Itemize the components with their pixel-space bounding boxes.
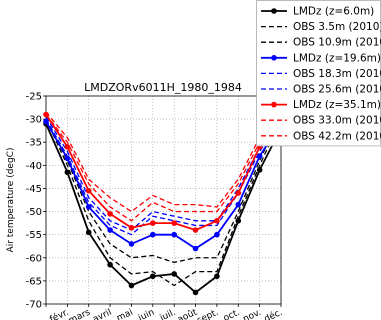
y-tick-label: -40	[26, 161, 42, 172]
series-line	[45, 113, 282, 232]
series-line	[45, 123, 282, 294]
series-marker	[256, 167, 263, 173]
series-marker	[235, 190, 242, 196]
chart-title: LMDZORv6011H_1980_1984	[84, 81, 242, 94]
series-marker	[192, 289, 199, 296]
y-tick-label: -65	[26, 276, 42, 287]
series-marker	[85, 204, 92, 210]
series-marker	[171, 220, 177, 226]
y-tick-label: -25	[26, 92, 42, 103]
series-marker	[107, 261, 113, 268]
series-marker	[214, 273, 220, 280]
series-marker	[150, 231, 156, 238]
series-line	[45, 109, 282, 213]
legend-marker	[271, 8, 277, 14]
legend-label: OBS 10.9m (2010)	[293, 37, 381, 49]
legend-label: OBS 25.6m (2010)	[293, 84, 381, 96]
series-line	[45, 114, 282, 222]
series-marker	[214, 218, 220, 224]
series-line	[45, 116, 282, 231]
series-marker	[171, 231, 177, 238]
legend-marker	[271, 55, 277, 61]
legend-label: LMDz (z=19.6m)	[293, 52, 381, 64]
y-tick-label: -30	[26, 115, 42, 126]
legend-label: LMDz (z=35.1m)	[293, 99, 381, 111]
series-marker	[128, 241, 135, 247]
series-marker	[235, 201, 242, 208]
series-marker	[214, 231, 220, 238]
y-axis-label: Air temperature (degC)	[6, 148, 16, 253]
series-marker	[150, 220, 156, 226]
series-line	[45, 120, 282, 250]
series-marker	[85, 229, 92, 236]
y-tick-label: -45	[26, 184, 42, 195]
y-tick-label: -55	[26, 230, 42, 241]
series-line	[45, 118, 282, 287]
series-marker	[64, 155, 71, 162]
y-tick-label: -50	[26, 207, 42, 218]
series-marker	[85, 187, 92, 194]
series-marker	[107, 227, 113, 233]
series-marker	[192, 245, 199, 252]
series-marker	[192, 227, 199, 233]
series-marker	[128, 282, 135, 289]
plot-frame	[45, 95, 282, 305]
series-marker	[128, 224, 135, 231]
y-tick-label: -60	[26, 253, 42, 264]
series-marker	[171, 271, 177, 277]
series-marker	[150, 273, 156, 280]
y-tick-label: -70	[26, 300, 42, 311]
legend-label: OBS 33.0m (2010)	[293, 115, 381, 127]
y-tick-label: -35	[26, 138, 42, 149]
series-line	[45, 114, 282, 264]
legend-marker	[271, 101, 277, 108]
series-marker	[107, 211, 113, 217]
legend-label: LMDz (z=6.0m)	[293, 6, 374, 18]
legend-label: OBS 18.3m (2010)	[293, 68, 381, 80]
legend-label: OBS 42.2m (2010)	[293, 130, 381, 142]
series-marker	[64, 169, 71, 176]
series-marker	[64, 144, 71, 150]
legend-label: OBS 3.5m (2010)	[293, 21, 381, 33]
